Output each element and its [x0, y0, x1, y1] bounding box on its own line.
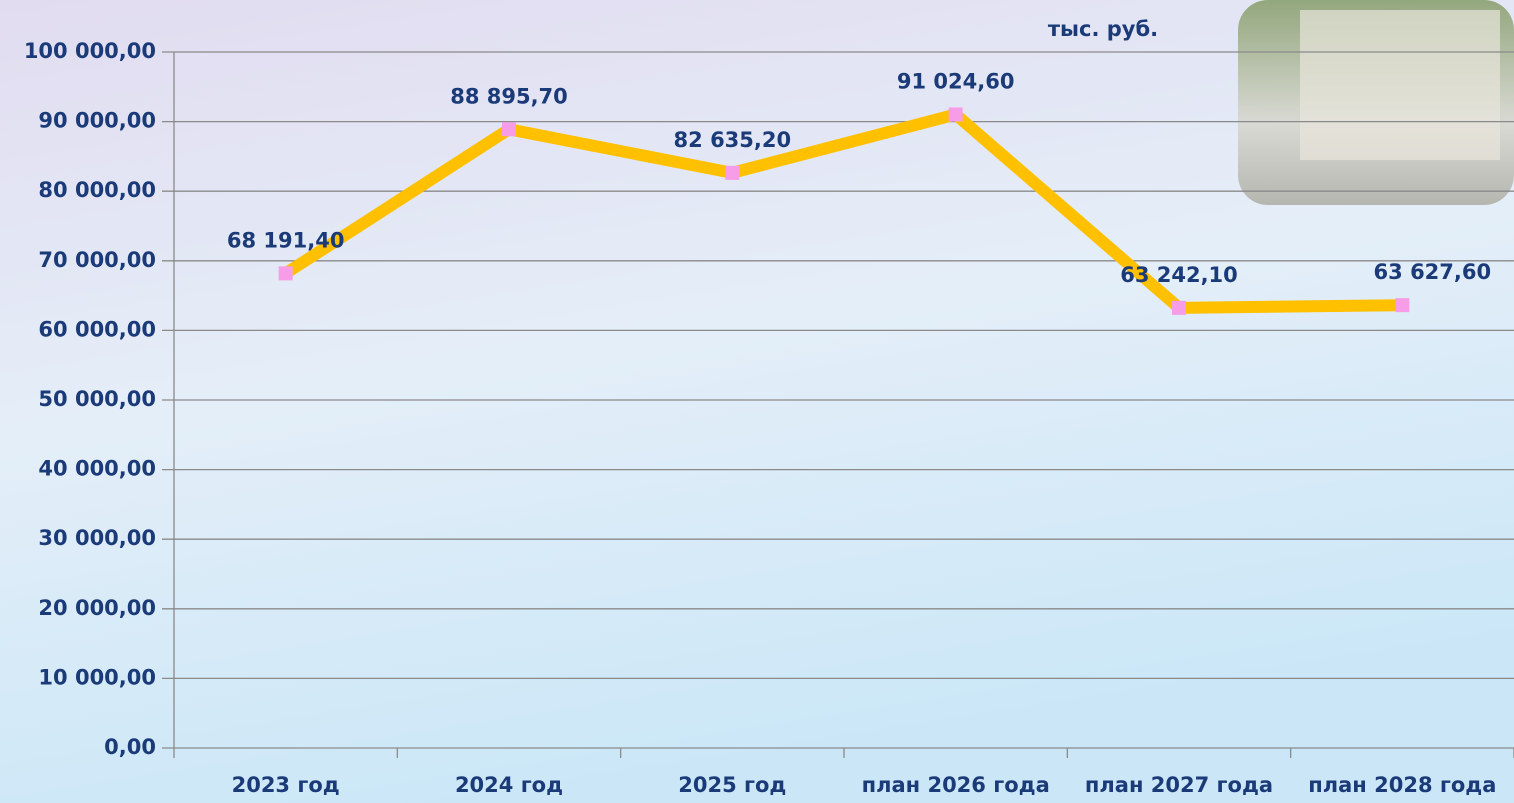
marker — [949, 107, 963, 121]
y-tick-label: 50 000,00 — [38, 387, 156, 411]
data-label: 63 627,60 — [1374, 260, 1492, 284]
x-tick-label: 2023 год — [232, 773, 340, 797]
marker — [279, 266, 293, 280]
y-tick-label: 20 000,00 — [38, 596, 156, 620]
y-tick-label: 0,00 — [104, 735, 156, 759]
y-tick-label: 100 000,00 — [24, 39, 156, 63]
marker — [1395, 298, 1409, 312]
y-tick-label: 60 000,00 — [38, 317, 156, 341]
unit-label: тыс. руб. — [1048, 17, 1158, 41]
y-tick-label: 40 000,00 — [38, 457, 156, 481]
data-label: 88 895,70 — [450, 84, 568, 108]
data-label: 63 242,10 — [1120, 263, 1238, 287]
y-tick-label: 90 000,00 — [38, 109, 156, 133]
y-tick-label: 80 000,00 — [38, 178, 156, 202]
marker — [1172, 301, 1186, 315]
x-tick-label: план 2026 года — [862, 773, 1050, 797]
marker — [502, 122, 516, 136]
x-tick-label: план 2028 года — [1308, 773, 1496, 797]
y-tick-label: 10 000,00 — [38, 665, 156, 689]
chart: тыс. руб. 0,00 10 000,00 20 000,00 30 000,0… — [0, 0, 1514, 803]
data-label: 68 191,40 — [227, 228, 345, 252]
y-tick-label: 70 000,00 — [38, 248, 156, 272]
x-tick-label: 2024 год — [455, 773, 563, 797]
data-label: 82 635,20 — [674, 128, 792, 152]
x-tick-label: 2025 год — [678, 773, 786, 797]
x-tick-label: план 2027 года — [1085, 773, 1273, 797]
data-label: 91 024,60 — [897, 69, 1015, 93]
y-tick-label: 30 000,00 — [38, 526, 156, 550]
photo-building — [1300, 10, 1500, 160]
marker — [725, 166, 739, 180]
